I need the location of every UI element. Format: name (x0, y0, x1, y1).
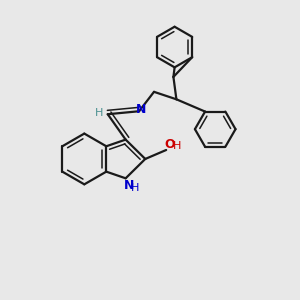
Text: H: H (131, 183, 140, 193)
Text: N: N (136, 103, 147, 116)
Text: N: N (123, 179, 134, 192)
Text: O: O (164, 137, 175, 151)
Text: H: H (172, 141, 181, 152)
Text: H: H (94, 108, 103, 118)
